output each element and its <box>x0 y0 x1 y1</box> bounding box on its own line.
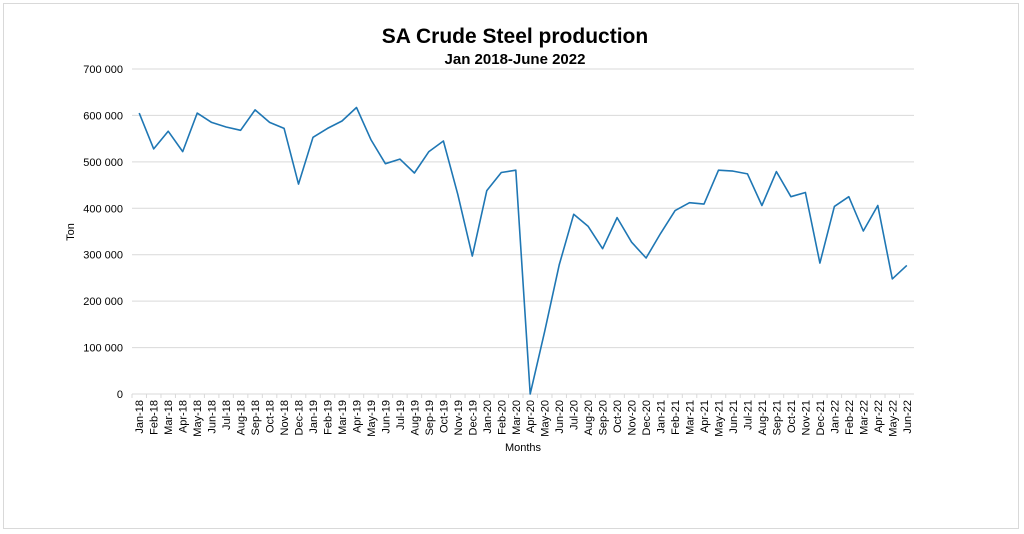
x-tick-label: Apr-18 <box>178 400 190 433</box>
x-tick-label: Feb-18 <box>149 400 161 435</box>
x-tick-label: May-20 <box>540 400 552 437</box>
x-tick-label: Aug-19 <box>409 400 421 435</box>
y-tick-label: 700 000 <box>83 64 123 76</box>
x-tick-label: Feb-21 <box>670 400 682 435</box>
x-tick-label: Jan-21 <box>656 400 668 434</box>
x-tick-label: Feb-19 <box>323 400 335 435</box>
x-tick-label: Sep-18 <box>250 400 262 435</box>
x-tick-label: Dec-20 <box>641 400 653 435</box>
x-tick-label: Mar-19 <box>337 400 349 435</box>
x-tick-label: Nov-19 <box>453 400 465 435</box>
y-tick-label: 600 000 <box>83 110 123 122</box>
x-tick-label: Jun-18 <box>207 400 219 434</box>
chart-subtitle: Jan 2018-June 2022 <box>445 51 586 68</box>
gridlines <box>132 68 914 349</box>
x-tick-label: Jul-18 <box>221 400 233 430</box>
x-tick-label: Mar-21 <box>685 400 697 435</box>
x-tick-label: Mar-22 <box>858 400 870 435</box>
x-tick-label: Dec-21 <box>815 400 827 435</box>
chart-frame <box>3 3 1019 529</box>
y-tick-label: 400 000 <box>83 203 123 215</box>
x-axis-ticks: Jan-18 Feb-18 Mar-18 Apr-18 May-18 Jun-18 Jul-… <box>131 394 914 437</box>
series-line <box>138 106 908 395</box>
x-tick-label: Jul-20 <box>569 400 581 430</box>
y-tick-label: 300 000 <box>83 250 123 262</box>
chart-title: SA Crude Steel production <box>382 25 648 48</box>
x-tick-label: Apr-21 <box>699 400 711 433</box>
x-tick-label: Apr-19 <box>351 400 363 433</box>
x-tick-label: Aug-18 <box>236 400 248 435</box>
x-tick-label: Jun-19 <box>380 400 392 434</box>
x-tick-label: Jan-20 <box>482 400 494 434</box>
x-tick-label: May-22 <box>887 400 899 437</box>
x-tick-label: May-18 <box>192 400 204 437</box>
x-tick-label: Aug-20 <box>583 400 595 435</box>
x-tick-label: Nov-20 <box>627 400 639 435</box>
x-tick-label: Jul-21 <box>742 400 754 430</box>
x-tick-label: Jun-22 <box>902 400 914 434</box>
x-tick-label: Sep-20 <box>598 400 610 435</box>
x-tick-label: Dec-19 <box>467 400 479 435</box>
x-tick-label: Jan-22 <box>829 400 841 434</box>
x-tick-label: Oct-18 <box>265 400 277 433</box>
x-tick-label: Apr-20 <box>525 400 537 433</box>
x-tick-label: Jun-20 <box>554 400 566 434</box>
x-tick-label: Mar-18 <box>163 400 175 435</box>
y-tick-label: 200 000 <box>83 296 123 308</box>
x-tick-label: Aug-21 <box>757 400 769 435</box>
x-tick-label: Dec-18 <box>294 400 306 435</box>
x-tick-label: Feb-20 <box>496 400 508 435</box>
x-tick-label: Jan-18 <box>134 400 146 434</box>
x-tick-label: Oct-21 <box>786 400 798 433</box>
x-axis-label: Months <box>505 442 542 454</box>
x-tick-label: Nov-18 <box>279 400 291 435</box>
x-tick-label: Nov-21 <box>800 400 812 435</box>
x-tick-label: May-19 <box>366 400 378 437</box>
x-tick-label: Oct-20 <box>612 400 624 433</box>
y-tick-label: 0 <box>117 389 123 401</box>
y-tick-label: 500 000 <box>83 157 123 169</box>
y-axis-label: Ton <box>65 223 77 241</box>
x-tick-label: Jan-19 <box>308 400 320 434</box>
x-tick-label: Jun-21 <box>728 400 740 434</box>
y-tick-label: 100 000 <box>83 343 123 355</box>
x-tick-label: Sep-21 <box>771 400 783 435</box>
x-tick-label: Apr-22 <box>873 400 885 433</box>
x-tick-label: Feb-22 <box>844 400 856 435</box>
x-tick-label: May-21 <box>714 400 726 437</box>
x-tick-label: Oct-19 <box>438 400 450 433</box>
x-tick-label: Jul-19 <box>395 400 407 430</box>
series-points <box>139 107 907 395</box>
y-axis-ticks: 0 100 000 200 000 300 000 400 000 500 000 600 … <box>83 64 123 401</box>
x-tick-label: Sep-19 <box>424 400 436 435</box>
x-tick-label: Mar-20 <box>511 400 523 435</box>
